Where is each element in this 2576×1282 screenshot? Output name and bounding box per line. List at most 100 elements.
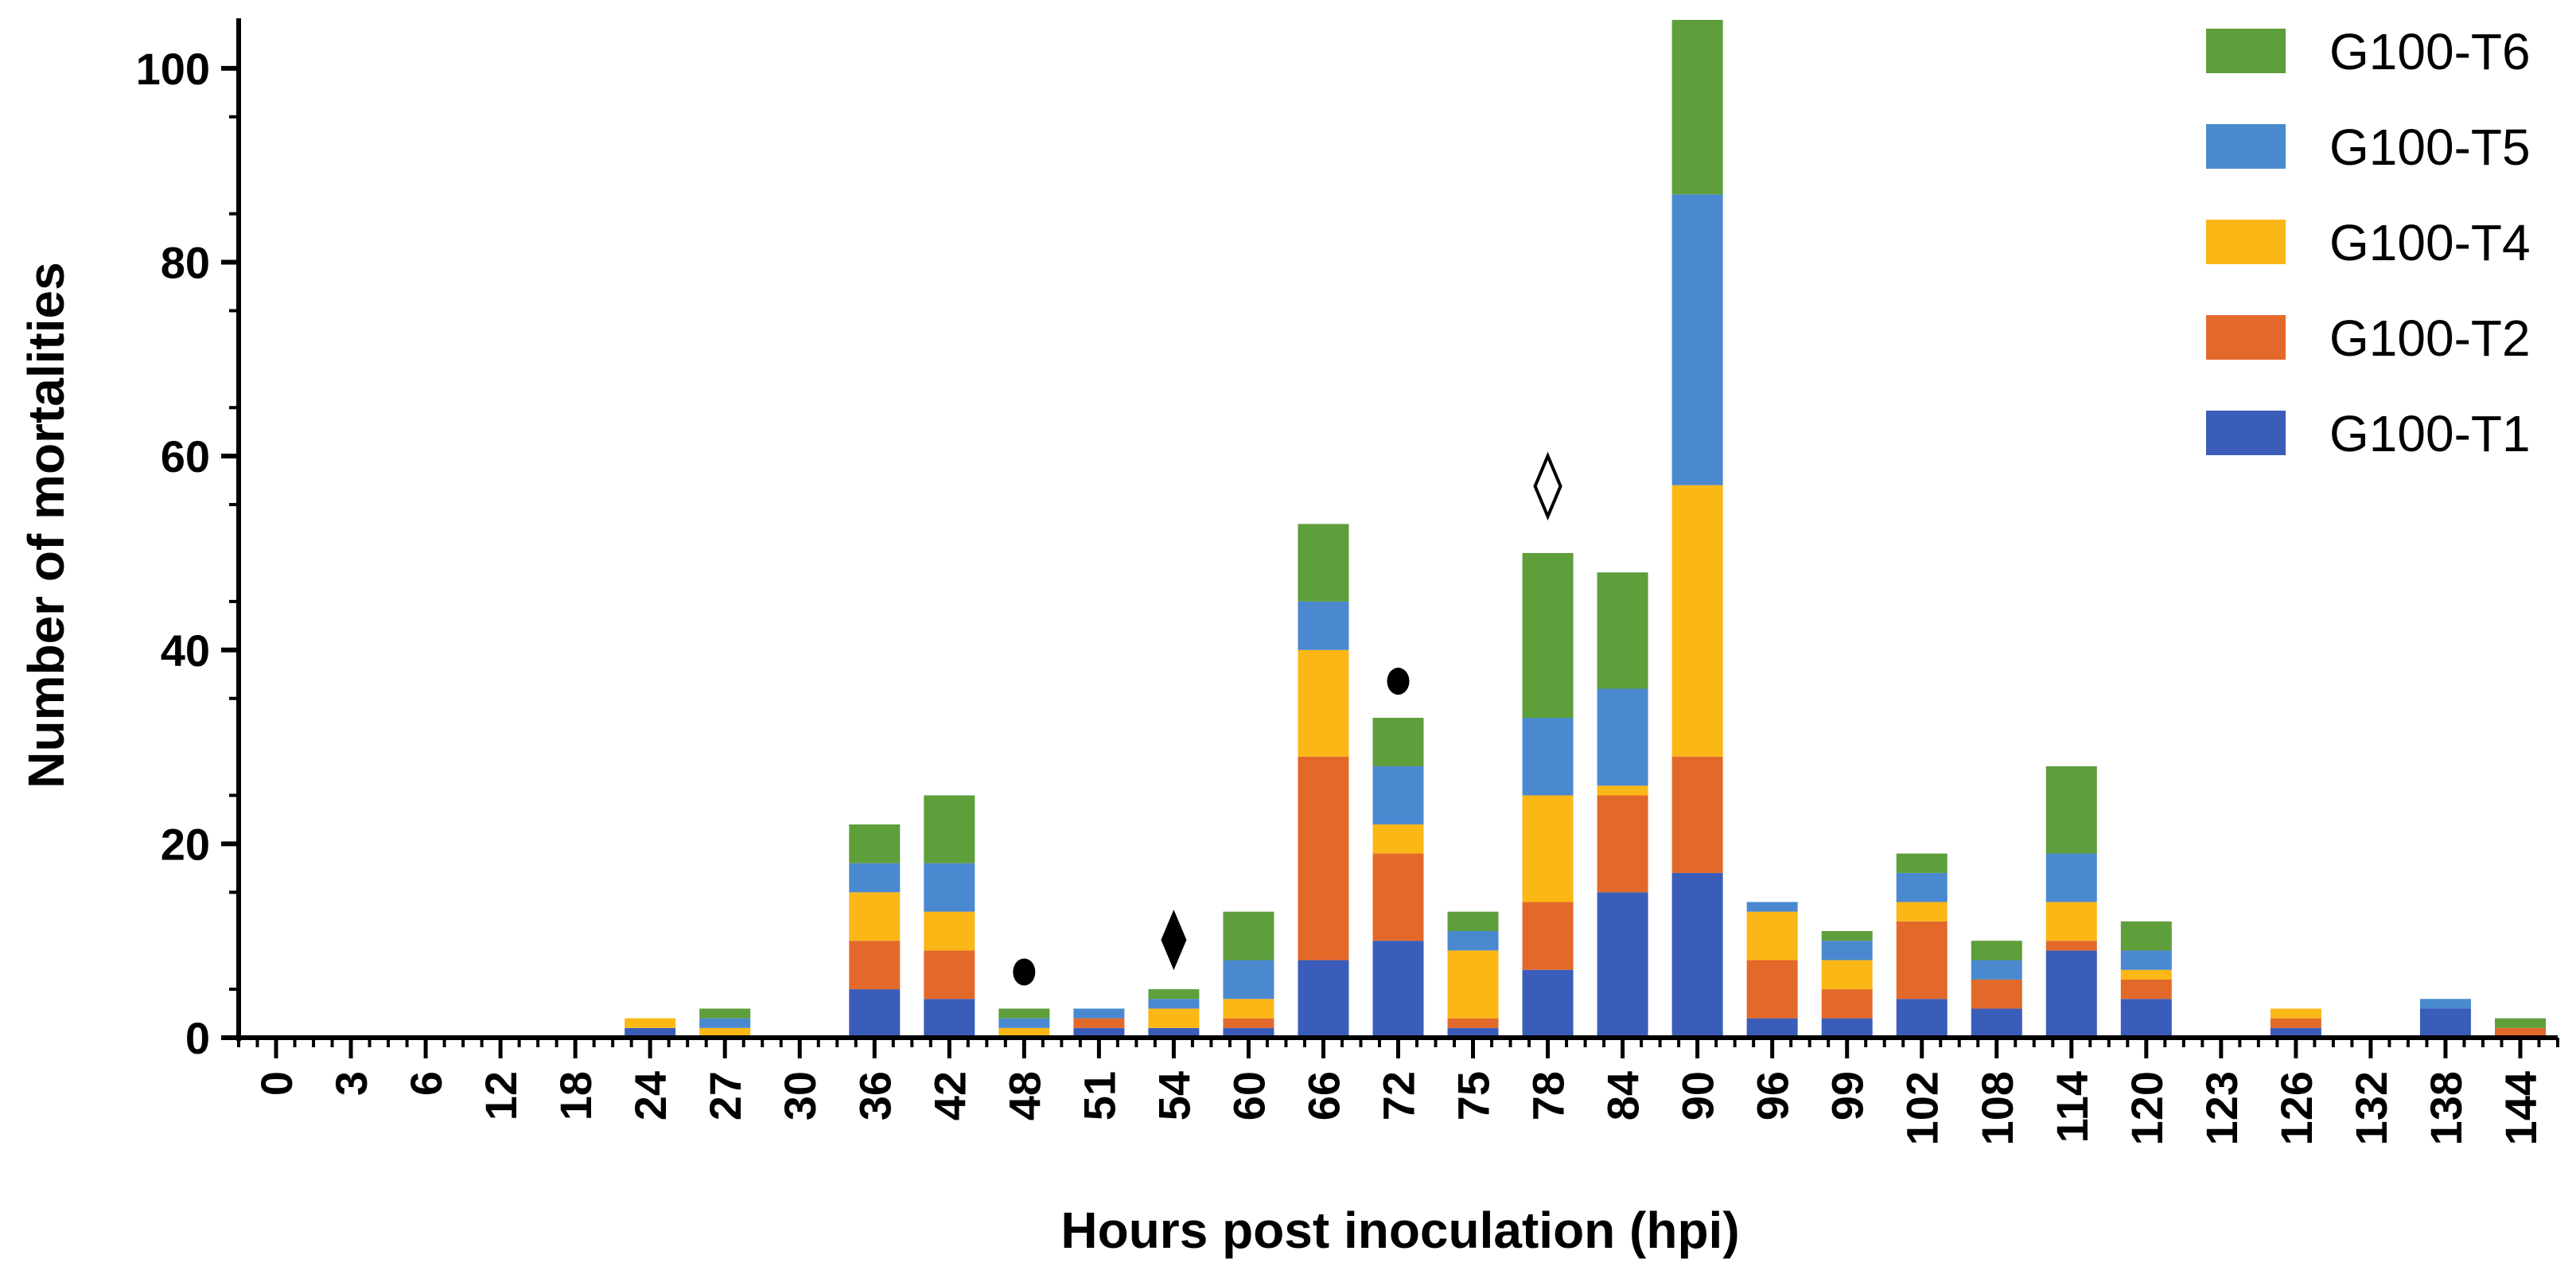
bar-g100-t6-108hpi [1971, 941, 2022, 961]
legend-label-g100-t6: G100-T6 [2329, 23, 2531, 80]
bar-g100-t1-114hpi [2045, 950, 2097, 1038]
bar-g100-t5-27hpi [699, 1018, 751, 1028]
legend-swatch-g100-t1 [2206, 411, 2286, 455]
annotation-filled-circle-48hpi [1013, 958, 1036, 986]
bar-g100-t2-66hpi [1298, 756, 1349, 961]
x-tick-label-18: 18 [551, 1071, 601, 1120]
bar-g100-t2-84hpi [1597, 795, 1648, 893]
y-axis-title: Number of mortalities [18, 262, 75, 788]
bar-g100-t1-36hpi [849, 989, 901, 1038]
legend-swatch-g100-t6 [2206, 29, 2286, 73]
annotation-filled-diamond-54hpi [1161, 910, 1187, 971]
x-tick-label-72: 72 [1374, 1071, 1424, 1120]
legend-swatch-g100-t4 [2206, 220, 2286, 264]
x-tick-label-78: 78 [1523, 1071, 1574, 1120]
legend-label-g100-t2: G100-T2 [2329, 310, 2531, 367]
bar-g100-t4-24hpi [625, 1018, 676, 1028]
x-tick-label-138: 138 [2421, 1071, 2471, 1145]
x-tick-label-3: 3 [326, 1071, 376, 1096]
legend-swatch-g100-t5 [2206, 124, 2286, 169]
bar-g100-t4-96hpi [1746, 911, 1798, 961]
bar-g100-t2-99hpi [1821, 989, 1873, 1019]
bar-g100-t2-60hpi [1223, 1018, 1274, 1028]
bar-g100-t1-99hpi [1821, 1018, 1873, 1038]
bar-g100-t2-78hpi [1522, 902, 1574, 970]
bar-g100-t2-51hpi [1073, 1018, 1125, 1028]
bar-g100-t2-36hpi [849, 941, 901, 990]
annotation-open-diamond-78hpi [1533, 451, 1562, 521]
y-tick-label-20: 20 [161, 819, 210, 869]
x-tick-label-75: 75 [1449, 1071, 1499, 1120]
bars-layer [625, 20, 2546, 1038]
y-tick-label-80: 80 [161, 238, 210, 288]
bar-g100-t4-27hpi [699, 1027, 751, 1038]
y-tick-label-100: 100 [136, 44, 210, 94]
x-tick-label-30: 30 [775, 1071, 825, 1120]
bar-g100-t6-144hpi [2494, 1018, 2546, 1028]
x-tick-label-6: 6 [401, 1071, 451, 1096]
legend-label-g100-t4: G100-T4 [2329, 214, 2531, 271]
bar-g100-t5-75hpi [1447, 931, 1499, 951]
legend-swatch-g100-t2 [2206, 315, 2286, 360]
bar-g100-t5-54hpi [1148, 999, 1200, 1009]
x-tick-label-60: 60 [1224, 1071, 1274, 1120]
x-tick-label-90: 90 [1673, 1071, 1723, 1120]
bar-g100-t1-24hpi [625, 1027, 676, 1038]
x-tick-label-42: 42 [924, 1071, 975, 1120]
bar-g100-t2-120hpi [2120, 979, 2172, 999]
x-tick-label-114: 114 [2047, 1071, 2097, 1143]
x-tick-label-132: 132 [2346, 1071, 2396, 1145]
bar-g100-t6-48hpi [998, 1008, 1050, 1019]
bar-g100-t6-99hpi [1821, 931, 1873, 941]
bar-g100-t5-78hpi [1522, 718, 1574, 796]
bar-g100-t6-90hpi [1671, 20, 1723, 195]
bar-g100-t5-48hpi [998, 1018, 1050, 1028]
x-tick-label-99: 99 [1823, 1071, 1873, 1120]
y-tick-label-0: 0 [185, 1013, 210, 1063]
bar-g100-t4-54hpi [1148, 1008, 1200, 1028]
bar-g100-t6-36hpi [849, 824, 901, 863]
bar-g100-t2-96hpi [1746, 960, 1798, 1019]
bar-g100-t6-75hpi [1447, 911, 1499, 932]
bar-g100-t5-102hpi [1896, 872, 1948, 902]
bar-g100-t1-60hpi [1223, 1027, 1274, 1038]
x-tick-label-66: 66 [1298, 1071, 1348, 1120]
bar-g100-t4-42hpi [924, 911, 975, 951]
bar-g100-t5-84hpi [1597, 688, 1648, 786]
bar-g100-t1-75hpi [1447, 1027, 1499, 1038]
bar-g100-t4-60hpi [1223, 999, 1274, 1019]
bar-g100-t2-126hpi [2270, 1018, 2321, 1028]
bar-g100-t4-126hpi [2270, 1008, 2321, 1019]
x-tick-label-54: 54 [1149, 1071, 1199, 1120]
bar-g100-t4-102hpi [1896, 902, 1948, 922]
y-tick-label-60: 60 [161, 431, 210, 481]
bar-g100-t5-90hpi [1671, 194, 1723, 485]
bar-g100-t5-96hpi [1746, 902, 1798, 912]
annotations-layer [1013, 451, 1562, 986]
bar-g100-t5-51hpi [1073, 1008, 1125, 1019]
bar-g100-t4-78hpi [1522, 795, 1574, 902]
bar-g100-t2-42hpi [924, 950, 975, 999]
bar-g100-t5-72hpi [1372, 766, 1424, 825]
bar-g100-t6-54hpi [1148, 989, 1200, 999]
bar-g100-t6-102hpi [1896, 853, 1948, 873]
bar-g100-t2-75hpi [1447, 1018, 1499, 1028]
bar-g100-t4-114hpi [2045, 902, 2097, 941]
bar-g100-t6-60hpi [1223, 911, 1274, 961]
bar-g100-t2-144hpi [2494, 1027, 2546, 1038]
bar-g100-t1-78hpi [1522, 969, 1574, 1038]
bar-g100-t4-75hpi [1447, 950, 1499, 1019]
legend-label-g100-t1: G100-T1 [2329, 405, 2531, 462]
bar-g100-t5-138hpi [2419, 999, 2471, 1009]
bar-g100-t5-120hpi [2120, 950, 2172, 970]
bar-g100-t6-84hpi [1597, 572, 1648, 689]
bar-g100-t6-120hpi [2120, 921, 2172, 951]
bar-g100-t4-120hpi [2120, 969, 2172, 980]
x-tick-label-102: 102 [1897, 1071, 1948, 1145]
bar-g100-t4-84hpi [1597, 785, 1648, 796]
y-tick-label-40: 40 [161, 625, 210, 676]
bar-g100-t5-108hpi [1971, 960, 2022, 980]
bar-g100-t4-66hpi [1298, 649, 1349, 757]
bar-g100-t1-120hpi [2120, 999, 2172, 1038]
